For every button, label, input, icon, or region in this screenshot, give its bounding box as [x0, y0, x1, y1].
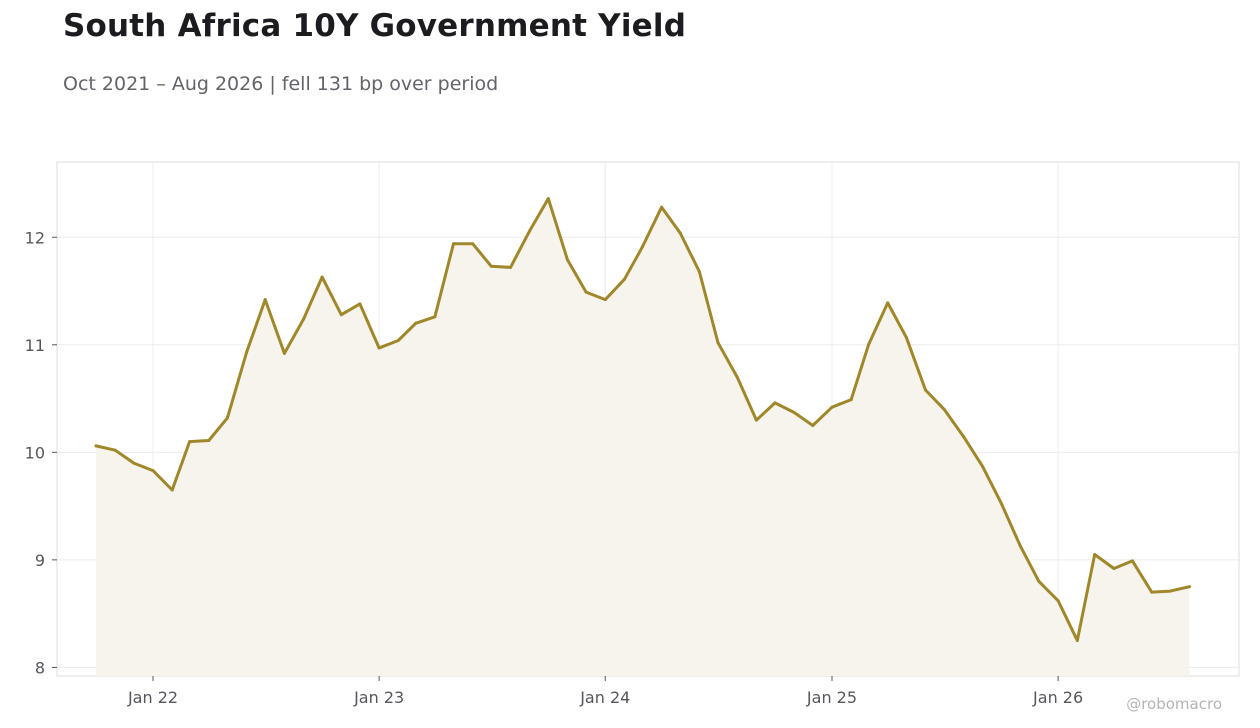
data-point: [640, 245, 644, 249]
data-point: [528, 229, 532, 233]
watermark: @robomacro: [1126, 695, 1222, 713]
data-point: [358, 302, 362, 306]
data-point: [981, 464, 984, 468]
data-point: [961, 434, 965, 438]
data-point: [697, 270, 701, 274]
data-point: [188, 440, 192, 444]
data-point: [904, 335, 908, 339]
y-tick-label: 8: [35, 658, 45, 677]
data-point: [623, 277, 626, 281]
data-point: [1018, 544, 1022, 548]
data-point: [999, 501, 1003, 505]
y-tick-label: 10: [25, 443, 45, 462]
data-point: [263, 298, 267, 302]
data-point: [849, 398, 853, 402]
data-point: [566, 258, 569, 262]
data-point: [1093, 553, 1097, 556]
data-point: [225, 416, 229, 420]
data-point: [471, 242, 475, 246]
x-tick-label: Jan 26: [1032, 688, 1083, 707]
x-tick-label: Jan 25: [806, 688, 857, 707]
data-point: [151, 469, 155, 473]
y-tick-label: 9: [35, 551, 45, 570]
data-point: [282, 351, 286, 355]
data-point: [1112, 567, 1116, 570]
data-point: [735, 375, 739, 379]
x-axis: Jan 22 Jan 23 Jan 24 Jan 25 Jan 26: [127, 676, 1083, 707]
data-point: [113, 448, 117, 452]
data-point: [924, 388, 927, 392]
data-point: [377, 346, 381, 350]
data-point: [245, 350, 249, 354]
chart-subtitle: Oct 2021 – Aug 2026 | fell 131 bp over p…: [63, 73, 499, 95]
series-area: [96, 198, 1190, 676]
data-point: [811, 424, 815, 427]
y-tick-label: 12: [25, 228, 45, 247]
data-point: [433, 315, 437, 319]
data-point: [584, 290, 588, 294]
chart-title: South Africa 10Y Government Yield: [63, 8, 687, 44]
data-point: [678, 231, 682, 235]
data-point: [452, 242, 455, 246]
y-tick-label: 11: [25, 336, 45, 355]
data-point: [339, 313, 343, 317]
data-point: [1150, 590, 1154, 594]
data-point: [94, 444, 98, 448]
data-point: [207, 439, 211, 442]
data-point: [773, 401, 777, 405]
data-point: [320, 275, 324, 279]
data-point: [489, 264, 493, 268]
data-point: [867, 343, 870, 347]
data-point: [603, 298, 607, 302]
x-tick-label: Jan 22: [127, 688, 178, 707]
data-point: [414, 321, 418, 325]
data-point: [302, 317, 306, 321]
data-point: [1037, 579, 1041, 583]
data-point: [1187, 585, 1191, 589]
x-tick-label: Jan 23: [353, 688, 404, 707]
data-point: [716, 341, 720, 345]
y-axis: 8 9 10 11 12: [25, 228, 57, 677]
x-tick-label: Jan 24: [579, 688, 630, 707]
data-point: [754, 418, 758, 422]
data-point: [942, 407, 946, 411]
data-point: [1130, 559, 1134, 563]
data-point: [546, 197, 550, 201]
data-point: [509, 265, 512, 269]
data-point: [1075, 639, 1079, 642]
series-area-layer: [96, 198, 1190, 676]
data-points-layer: [94, 197, 1191, 642]
data-point: [1056, 599, 1060, 603]
data-point: [396, 339, 400, 342]
data-point: [886, 301, 890, 305]
data-point: [1168, 589, 1172, 593]
data-point: [660, 205, 664, 209]
data-point: [830, 405, 834, 409]
data-point: [170, 488, 174, 492]
data-point: [792, 411, 796, 414]
data-point: [132, 461, 136, 465]
